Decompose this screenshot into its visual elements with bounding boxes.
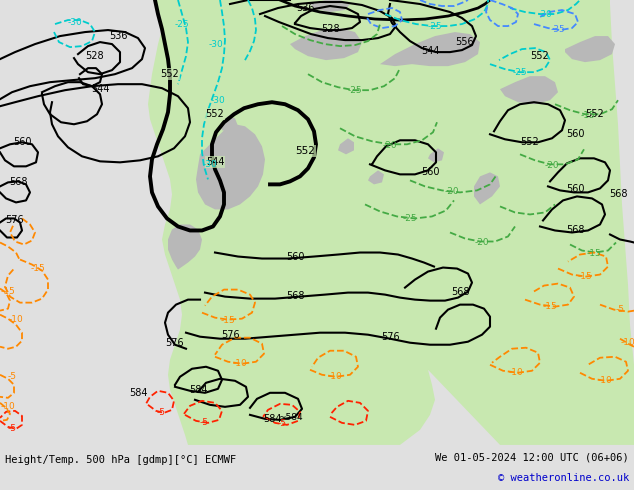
Text: 560: 560 [421, 168, 439, 177]
Text: -20: -20 [545, 161, 559, 170]
Text: 552: 552 [586, 109, 604, 119]
Polygon shape [310, 0, 350, 12]
Text: -30: -30 [203, 160, 217, 169]
Text: 584: 584 [189, 385, 207, 395]
Text: 528: 528 [321, 24, 339, 34]
Text: 552: 552 [521, 137, 540, 147]
Text: -10: -10 [233, 359, 247, 368]
Text: 544: 544 [206, 157, 224, 168]
Text: 576: 576 [165, 338, 184, 348]
Text: -20: -20 [383, 141, 398, 150]
Text: -5: -5 [157, 408, 165, 417]
Text: -25: -25 [513, 68, 527, 76]
Text: -5: -5 [278, 419, 287, 428]
Text: -30: -30 [538, 9, 552, 19]
Text: 528: 528 [86, 51, 105, 61]
Text: -20: -20 [475, 238, 489, 247]
Text: -5: -5 [200, 418, 209, 427]
Polygon shape [338, 138, 354, 154]
Text: 576: 576 [380, 332, 399, 342]
Text: -20: -20 [444, 187, 459, 196]
Text: -5: -5 [8, 424, 16, 433]
Text: 552: 552 [205, 109, 224, 119]
Text: 556: 556 [456, 37, 474, 47]
Text: -15: -15 [1, 287, 15, 296]
Text: -25: -25 [403, 214, 417, 223]
Text: -35: -35 [550, 24, 566, 33]
Text: 552: 552 [295, 147, 315, 156]
Text: -10: -10 [598, 376, 612, 385]
Text: -30: -30 [210, 96, 225, 105]
Text: 584: 584 [262, 414, 281, 424]
Polygon shape [290, 28, 362, 60]
Text: -5: -5 [8, 372, 16, 381]
Text: 584: 584 [129, 388, 147, 398]
Text: -10: -10 [621, 338, 634, 347]
Polygon shape [500, 76, 558, 104]
Text: 544: 544 [421, 46, 439, 56]
Text: 536: 536 [109, 31, 127, 41]
Polygon shape [565, 36, 615, 62]
Text: Height/Temp. 500 hPa [gdmp][°C] ECMWF: Height/Temp. 500 hPa [gdmp][°C] ECMWF [5, 455, 236, 465]
Polygon shape [380, 32, 480, 66]
Text: -10: -10 [328, 372, 342, 381]
Text: 568: 568 [9, 177, 27, 187]
Text: 560: 560 [566, 129, 585, 139]
Polygon shape [428, 148, 444, 162]
Text: 544: 544 [91, 84, 109, 94]
Text: 560: 560 [286, 251, 304, 262]
Text: -25: -25 [428, 22, 443, 30]
Text: -30: -30 [68, 18, 82, 26]
Text: -15: -15 [586, 249, 602, 258]
Polygon shape [245, 140, 260, 154]
Polygon shape [196, 124, 265, 209]
Polygon shape [168, 224, 202, 270]
Text: -25: -25 [347, 86, 362, 95]
Text: -15: -15 [221, 316, 235, 325]
Text: 560: 560 [13, 137, 31, 147]
Text: -10: -10 [508, 368, 524, 377]
Text: -15: -15 [578, 272, 592, 281]
Text: 568: 568 [286, 291, 304, 300]
Text: 552: 552 [160, 69, 179, 79]
Text: ~584: ~584 [278, 414, 302, 422]
Text: -30: -30 [209, 40, 223, 49]
Text: -5: -5 [616, 305, 624, 314]
Text: 576: 576 [4, 216, 23, 225]
Polygon shape [148, 0, 634, 445]
Text: 576: 576 [221, 330, 239, 340]
Text: 568: 568 [566, 225, 585, 236]
Text: 568: 568 [451, 287, 469, 296]
Text: -10: -10 [9, 315, 23, 324]
Polygon shape [220, 116, 238, 132]
Text: © weatheronline.co.uk: © weatheronline.co.uk [498, 473, 629, 483]
Polygon shape [368, 171, 384, 184]
Text: 536: 536 [295, 3, 314, 13]
Text: 560: 560 [566, 184, 585, 195]
Text: We 01-05-2024 12:00 UTC (06+06): We 01-05-2024 12:00 UTC (06+06) [436, 453, 629, 463]
Text: 568: 568 [609, 190, 627, 199]
Text: -10: -10 [1, 402, 15, 411]
Text: 552: 552 [531, 51, 550, 61]
Polygon shape [474, 172, 500, 204]
Text: -15: -15 [30, 264, 46, 273]
Text: -15: -15 [581, 111, 595, 120]
Text: -15: -15 [543, 302, 557, 311]
Text: -25: -25 [175, 20, 190, 28]
